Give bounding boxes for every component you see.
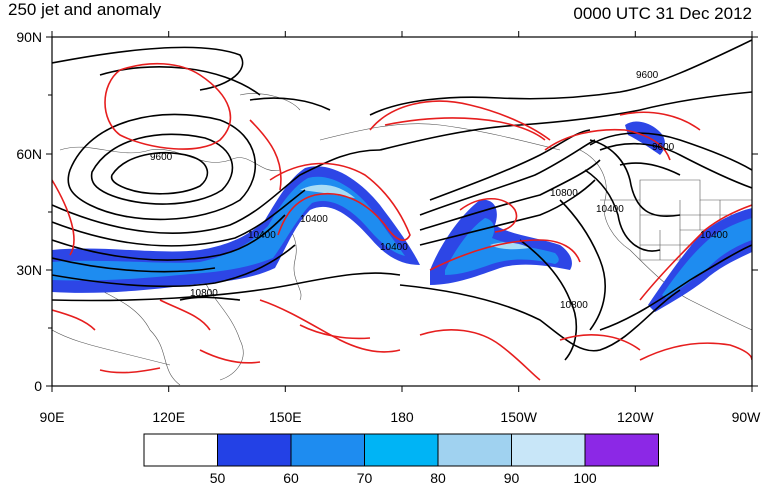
- colorbar-box: [364, 433, 439, 467]
- contour-label: 10400: [596, 204, 624, 215]
- colorbar-label: 50: [210, 470, 226, 486]
- colorbar-box: [511, 433, 586, 467]
- contour-label: 10400: [248, 230, 276, 241]
- longitude-labels: 90E 120E 150E 180 150W 120W 90W: [40, 409, 762, 425]
- anomaly-contours: [52, 62, 752, 381]
- lon-label-150e: 150E: [269, 409, 302, 425]
- contour-label: 9600: [636, 70, 659, 81]
- lat-label-0: 0: [34, 378, 42, 394]
- colorbar-label: 60: [283, 470, 299, 486]
- colorbar-label: 90: [504, 470, 520, 486]
- latitude-labels: 90N 60N 30N 0: [16, 29, 42, 394]
- contour-label: 9600: [652, 142, 675, 153]
- contour-label: 10800: [560, 300, 588, 311]
- colorbar: 50 60 70 80 90 100: [143, 433, 659, 486]
- lon-label-120w: 120W: [617, 409, 654, 425]
- contour-label: 10800: [190, 288, 218, 299]
- jet-band-america-mid: [662, 218, 752, 298]
- chart-title: 250 jet and anomaly: [8, 0, 162, 19]
- colorbar-box: [143, 433, 218, 467]
- jet-band-asia-mid: [52, 176, 405, 281]
- colorbar-label: 100: [573, 470, 597, 486]
- lon-label-150w: 150W: [500, 409, 537, 425]
- colorbar-box: [437, 433, 512, 467]
- colorbar-label: 80: [430, 470, 446, 486]
- contour-label: 10800: [550, 188, 578, 199]
- lon-label-90w: 90W: [732, 409, 762, 425]
- lat-label-60n: 60N: [16, 146, 42, 162]
- colorbar-label: 70: [357, 470, 373, 486]
- lon-label-180: 180: [390, 409, 414, 425]
- lat-label-30n: 30N: [16, 262, 42, 278]
- valid-time-label: 0000 UTC 31 Dec 2012: [573, 4, 752, 23]
- geopotential-contours: [52, 39, 752, 361]
- lon-label-120e: 120E: [152, 409, 185, 425]
- colorbar-box: [217, 433, 292, 467]
- contour-label: 9600: [150, 152, 173, 163]
- contour-label: 10400: [300, 214, 328, 225]
- longitude-ticks: [51, 31, 753, 392]
- colorbar-box: [584, 433, 659, 467]
- lat-label-90n: 90N: [16, 29, 42, 45]
- contour-labels: 9600 9600 10400 10400 10400 10800 10800 …: [150, 70, 728, 311]
- colorbar-box: [290, 433, 365, 467]
- latitude-ticks: [46, 36, 758, 387]
- lon-label-90e: 90E: [40, 409, 65, 425]
- contour-label: 10400: [380, 242, 408, 253]
- contour-label: 10400: [700, 230, 728, 241]
